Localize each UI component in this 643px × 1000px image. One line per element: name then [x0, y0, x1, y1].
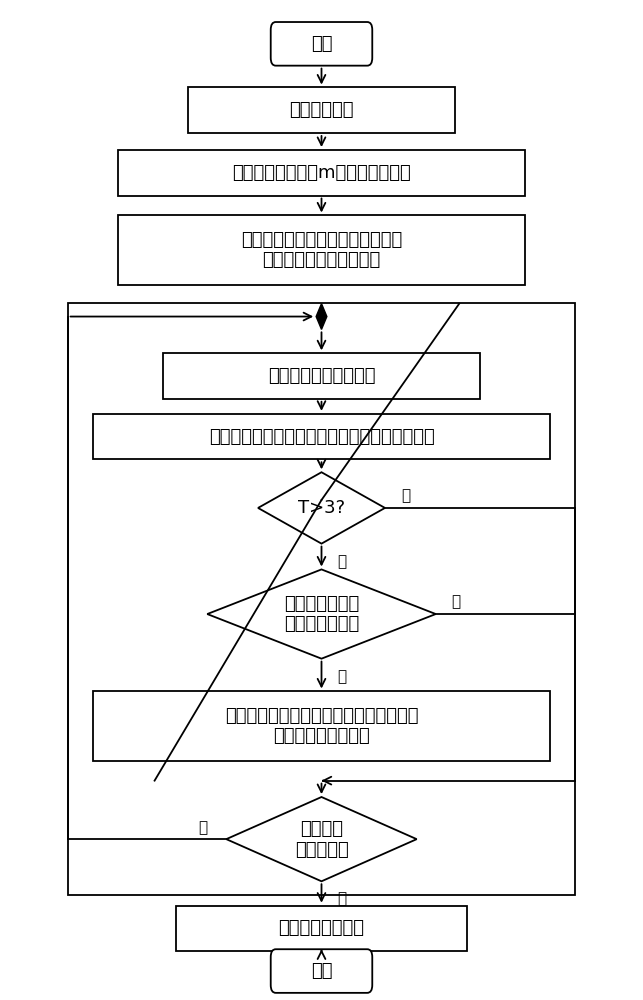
Text: T>3?: T>3? [298, 499, 345, 517]
Text: 是: 是 [338, 669, 347, 684]
Bar [118, 150, 525, 196]
Text: 开始: 开始 [311, 35, 332, 53]
Text: 进行混沌优化，保留最优可行解，随机替
换种群中的一个粒子: 进行混沌优化，保留最优可行解，随机替 换种群中的一个粒子 [225, 707, 418, 746]
Text: 结束: 结束 [311, 962, 332, 980]
Text: 是: 是 [338, 554, 347, 569]
Text: 计算每个粒子的适应值，更新个体和全局最优值: 计算每个粒子的适应值，更新个体和全局最优值 [208, 428, 435, 446]
Bar [118, 215, 525, 285]
Text: 输出最优规划方案: 输出最优规划方案 [278, 919, 365, 937]
Bar [93, 691, 550, 761]
Polygon shape [316, 304, 327, 329]
Text: 初始化种群，产生m个粒子的可行解: 初始化种群，产生m个粒子的可行解 [232, 164, 411, 182]
Polygon shape [207, 569, 436, 659]
Bar [188, 87, 455, 133]
Text: 输入原始数据: 输入原始数据 [289, 101, 354, 119]
FancyBboxPatch shape [271, 949, 372, 993]
Text: 是: 是 [338, 892, 347, 907]
Polygon shape [226, 797, 417, 881]
Bar [176, 906, 467, 951]
Polygon shape [258, 472, 385, 544]
Text: 否: 否 [401, 489, 410, 504]
Bar [163, 353, 480, 399]
Text: 否: 否 [198, 820, 207, 835]
FancyBboxPatch shape [271, 22, 372, 66]
Text: 计算适应度函数，选出当前的个体
最优粒子和全局最优粒子: 计算适应度函数，选出当前的个体 最优粒子和全局最优粒子 [241, 231, 402, 269]
Text: 达到最大
迭代次数？: 达到最大 迭代次数？ [294, 820, 349, 859]
Bar [93, 414, 550, 459]
Text: 最优位置是否与
相邻三代一样？: 最优位置是否与 相邻三代一样？ [284, 595, 359, 633]
Bar [68, 303, 575, 895]
Text: 否: 否 [451, 595, 461, 610]
Text: 更新粒子的速度和位置: 更新粒子的速度和位置 [267, 367, 376, 385]
